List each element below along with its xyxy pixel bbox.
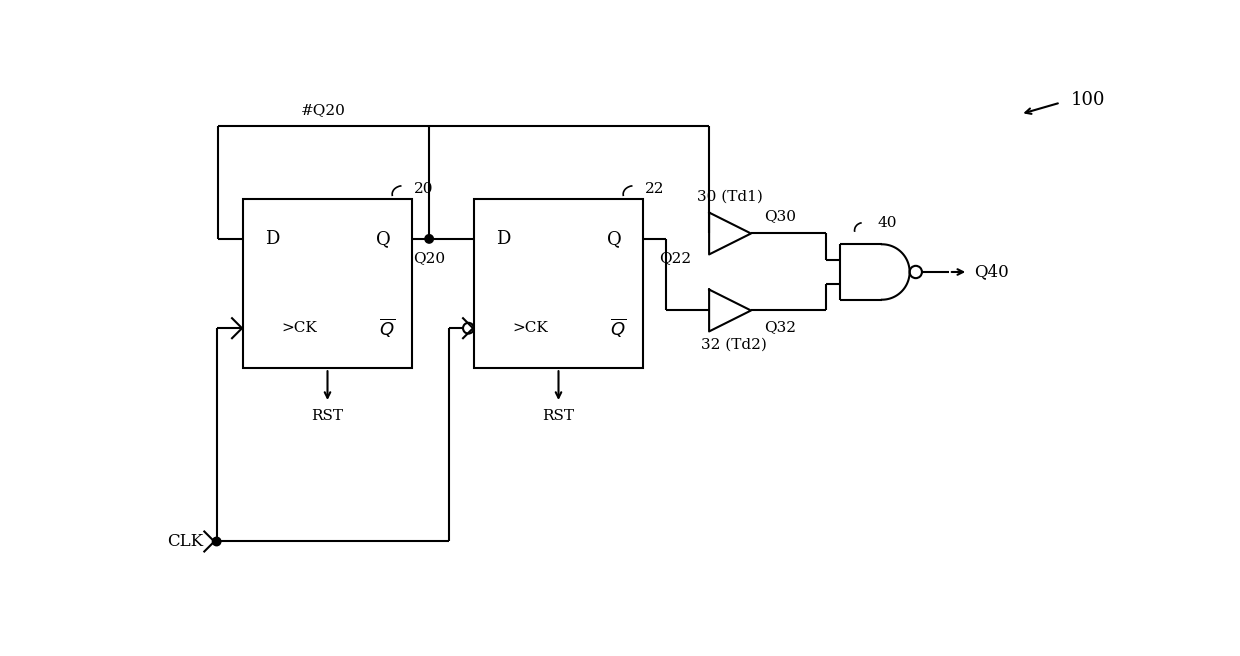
Text: >CK: >CK bbox=[281, 321, 317, 335]
Text: $\overline{Q}$: $\overline{Q}$ bbox=[610, 317, 626, 340]
Circle shape bbox=[425, 235, 433, 243]
Text: D: D bbox=[496, 230, 510, 248]
Text: 32 (Td2): 32 (Td2) bbox=[701, 338, 766, 352]
Bar bbox=[474, 199, 644, 368]
Text: CLK: CLK bbox=[167, 533, 203, 550]
Text: 100: 100 bbox=[1070, 91, 1105, 110]
Text: #Q20: #Q20 bbox=[301, 103, 346, 117]
Text: Q32: Q32 bbox=[764, 320, 796, 335]
Bar bbox=[243, 199, 412, 368]
Text: 40: 40 bbox=[878, 216, 898, 230]
Text: Q40: Q40 bbox=[973, 264, 1008, 281]
Text: 30 (Td1): 30 (Td1) bbox=[697, 190, 763, 203]
Text: $\overline{Q}$: $\overline{Q}$ bbox=[378, 317, 394, 340]
Polygon shape bbox=[709, 289, 751, 331]
Text: >CK: >CK bbox=[512, 321, 548, 335]
Circle shape bbox=[212, 537, 221, 546]
Text: RST: RST bbox=[311, 409, 343, 423]
Text: Q22: Q22 bbox=[660, 251, 692, 265]
Text: 20: 20 bbox=[414, 182, 433, 196]
Polygon shape bbox=[709, 213, 751, 255]
Text: Q: Q bbox=[606, 230, 621, 248]
Text: D: D bbox=[265, 230, 279, 248]
Text: 22: 22 bbox=[645, 182, 665, 196]
Text: Q: Q bbox=[376, 230, 391, 248]
Text: RST: RST bbox=[543, 409, 574, 423]
Text: Q30: Q30 bbox=[764, 209, 796, 224]
Text: Q20: Q20 bbox=[413, 251, 445, 265]
